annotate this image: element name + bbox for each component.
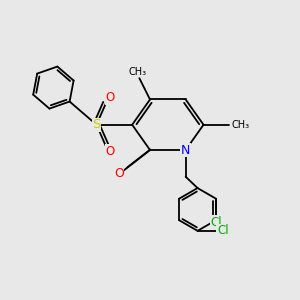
Text: O: O (114, 167, 124, 180)
Text: Cl: Cl (210, 216, 222, 229)
Text: CH₃: CH₃ (232, 120, 250, 130)
Text: Cl: Cl (217, 224, 229, 237)
Text: CH₃: CH₃ (129, 67, 147, 77)
Text: N: N (181, 143, 190, 157)
Text: S: S (92, 118, 101, 131)
Text: O: O (105, 92, 115, 104)
Text: O: O (105, 145, 115, 158)
